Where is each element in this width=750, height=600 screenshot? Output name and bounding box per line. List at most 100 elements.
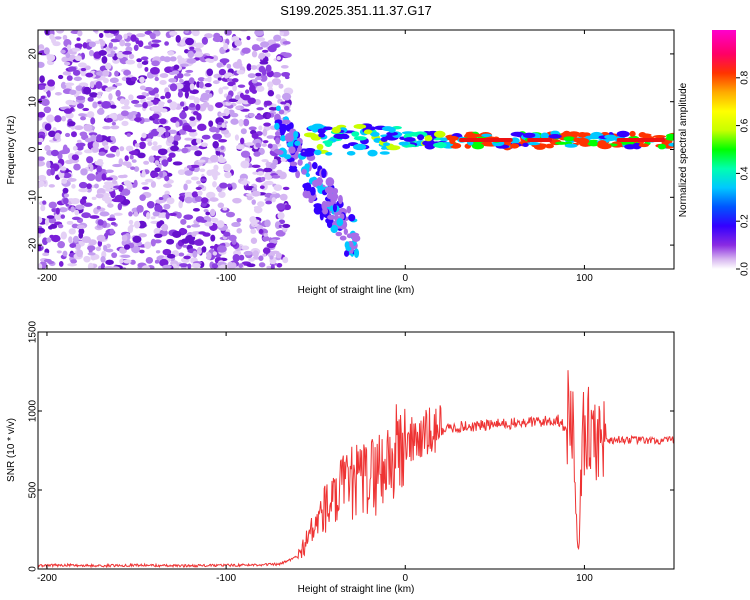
band-blob: [573, 137, 581, 143]
chirp-blob: [331, 188, 338, 193]
noise-blob: [162, 264, 172, 269]
noise-blob: [199, 168, 206, 173]
noise-blob: [60, 231, 68, 240]
noise-blob: [114, 82, 123, 86]
noise-blob: [102, 184, 113, 190]
noise-blob: [70, 206, 75, 213]
noise-blob: [102, 125, 112, 130]
noise-blob: [230, 118, 239, 125]
band-blob: [433, 130, 446, 138]
noise-blob: [126, 182, 133, 190]
band-blob: [510, 137, 520, 144]
noise-blob: [134, 143, 140, 148]
noise-blob: [269, 239, 278, 244]
noise-blob: [218, 191, 226, 198]
noise-blob: [264, 219, 271, 228]
noise-blob: [123, 102, 129, 107]
band-blob: [300, 151, 315, 157]
noise-blob: [205, 89, 211, 94]
noise-blob: [266, 242, 276, 249]
noise-blob: [278, 83, 284, 89]
snr-ylabel: SNR (10 * v/v): [6, 418, 17, 482]
noise-blob: [265, 200, 273, 205]
noise-blob: [275, 252, 282, 259]
band-blob: [304, 148, 316, 153]
noise-blob: [44, 123, 52, 131]
noise-blob: [221, 122, 226, 129]
band-blob: [657, 143, 667, 150]
noise-blob: [178, 195, 185, 201]
noise-blob: [163, 56, 171, 63]
noise-blob: [191, 30, 200, 37]
noise-blob: [267, 81, 274, 88]
noise-blob: [169, 101, 178, 110]
noise-blob: [182, 244, 188, 248]
noise-blob: [232, 197, 242, 204]
chirp-blob: [274, 122, 280, 130]
noise-blob: [221, 129, 230, 135]
noise-blob: [48, 217, 57, 224]
noise-blob: [104, 188, 114, 192]
noise-blob: [68, 228, 76, 235]
band-blob: [403, 137, 416, 142]
noise-blob: [67, 66, 77, 72]
noise-blob: [78, 181, 88, 189]
noise-blob: [212, 181, 217, 188]
noise-blob: [255, 142, 261, 148]
noise-blob: [173, 140, 179, 147]
noise-blob: [194, 42, 204, 49]
noise-blob: [214, 127, 220, 134]
noise-blob: [167, 50, 175, 56]
noise-blob: [201, 36, 208, 45]
band-blob: [379, 151, 390, 155]
noise-blob: [243, 250, 253, 256]
noise-blob: [251, 133, 259, 139]
noise-blob: [82, 42, 88, 49]
noise-blob: [67, 120, 76, 127]
noise-blob: [86, 183, 92, 190]
noise-blob: [179, 39, 186, 46]
noise-blob: [231, 78, 239, 83]
noise-blob: [183, 255, 191, 260]
noise-blob: [121, 120, 129, 127]
noise-blob: [188, 145, 199, 151]
noise-blob: [276, 55, 281, 61]
band-blob: [540, 132, 550, 139]
chirp-blob: [324, 201, 332, 207]
noise-blob: [235, 105, 241, 110]
noise-blob: [197, 159, 206, 163]
noise-blob: [252, 171, 258, 175]
chirp-blob: [305, 172, 310, 178]
chirp-blob: [297, 159, 303, 166]
noise-blob: [70, 131, 77, 138]
noise-blob: [231, 222, 241, 228]
heatmap-xtick-label: 0: [402, 273, 408, 284]
noise-blob: [88, 41, 96, 48]
noise-blob: [146, 97, 155, 101]
noise-blob: [217, 202, 225, 208]
noise-blob: [284, 204, 291, 211]
noise-blob: [96, 165, 102, 173]
noise-blob: [178, 200, 183, 209]
noise-blob: [43, 47, 50, 55]
chirp-blob: [294, 140, 301, 146]
band-blob: [386, 145, 401, 151]
noise-blob: [210, 234, 216, 242]
noise-blob: [38, 111, 46, 118]
noise-blob: [76, 139, 82, 144]
noise-blob: [154, 76, 159, 82]
noise-blob: [89, 92, 98, 98]
band-blob: [545, 143, 554, 149]
heatmap-xtick-label: 100: [576, 273, 593, 284]
noise-blob: [133, 117, 142, 122]
noise-blob: [73, 165, 80, 170]
noise-blob: [212, 140, 219, 149]
noise-blob: [185, 69, 194, 73]
noise-blob: [251, 164, 261, 169]
band-blob: [439, 137, 449, 142]
noise-blob: [238, 254, 245, 261]
noise-blob: [263, 167, 273, 173]
noise-blob: [80, 67, 87, 72]
noise-blob: [164, 41, 169, 46]
heatmap-xtick-label: -100: [216, 273, 236, 284]
